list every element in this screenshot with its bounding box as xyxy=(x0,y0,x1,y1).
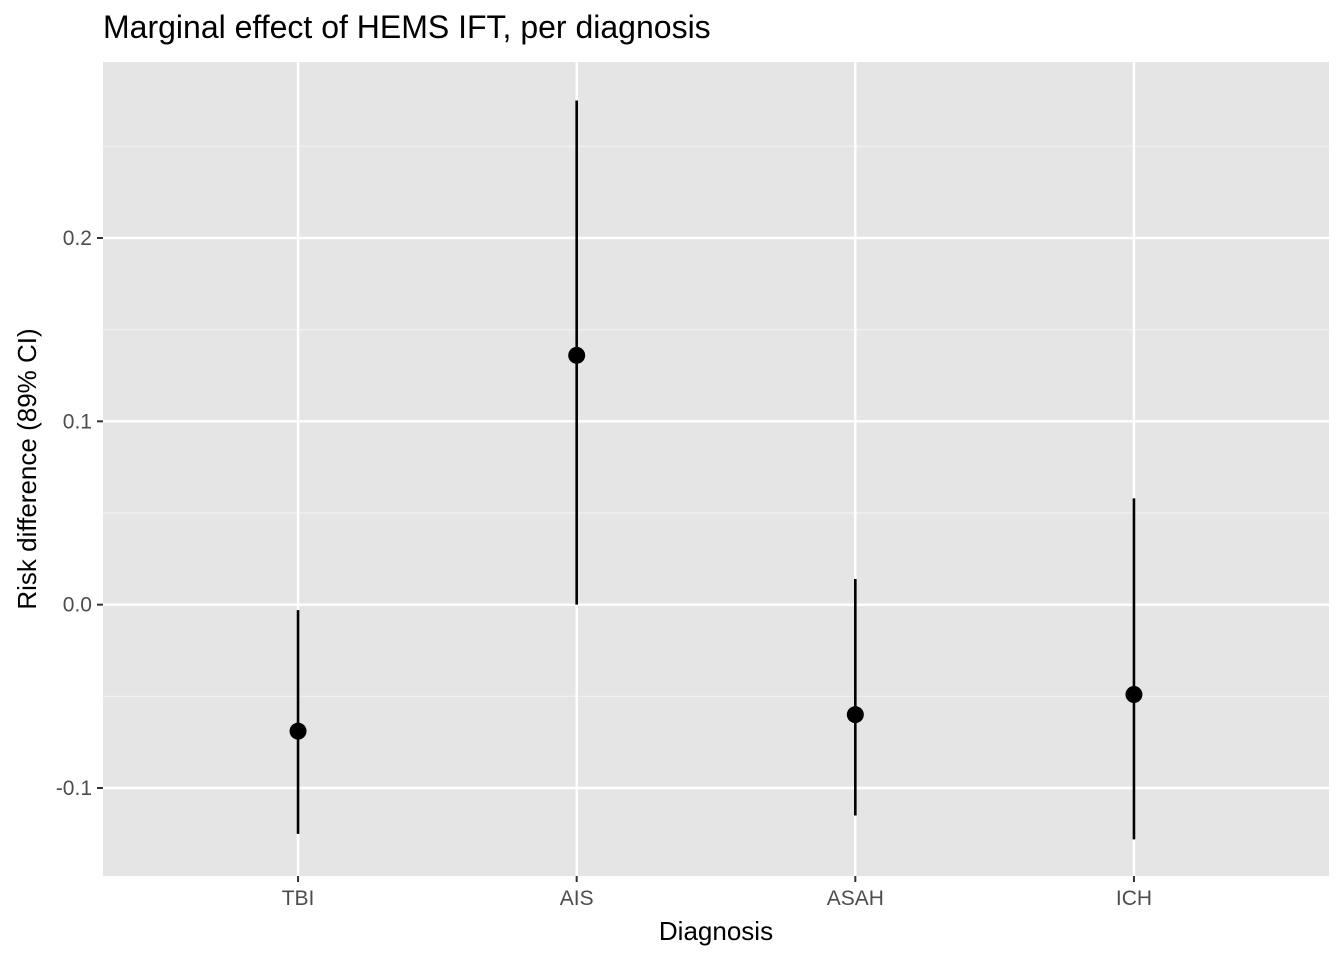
x-tick-label: ASAH xyxy=(827,887,884,910)
y-tick-label: -0.1 xyxy=(56,777,92,800)
y-tick-label: 0.1 xyxy=(63,410,92,433)
point-tbi xyxy=(289,722,307,740)
point-estimates xyxy=(289,346,1143,740)
x-axis-title: Diagnosis xyxy=(659,916,773,946)
x-axis: TBI AIS ASAH ICH xyxy=(282,876,1152,910)
minor-gridlines xyxy=(103,145,1329,697)
x-tick-label: ICH xyxy=(1116,887,1152,910)
major-gridlines xyxy=(103,62,1329,876)
chart-title: Marginal effect of HEMS IFT, per diagnos… xyxy=(103,9,711,45)
point-asah xyxy=(846,706,864,724)
y-axis-title: Risk difference (89% CI) xyxy=(12,328,42,609)
point-ich xyxy=(1125,686,1143,703)
point-ais xyxy=(568,346,586,364)
y-tick-label: 0.2 xyxy=(63,227,92,250)
plot-panel xyxy=(103,62,1329,876)
y-tick-label: 0.0 xyxy=(63,594,92,617)
x-tick-label: TBI xyxy=(282,887,315,910)
y-axis: -0.1 0.0 0.1 0.2 xyxy=(56,227,103,800)
x-tick-label: AIS xyxy=(560,887,594,910)
